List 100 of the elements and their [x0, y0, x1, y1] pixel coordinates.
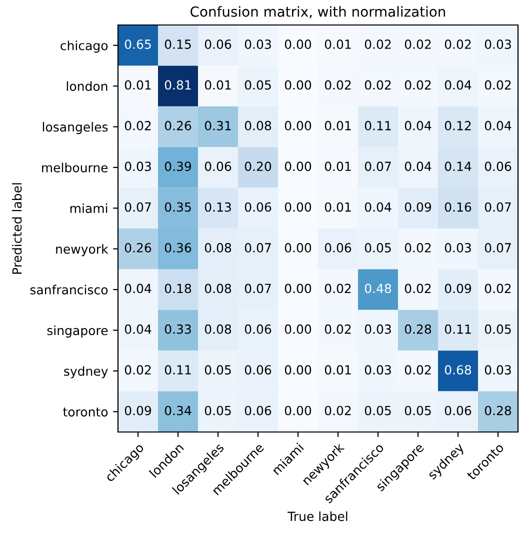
data-label: 0.05 — [404, 406, 431, 416]
data-label: 0.00 — [284, 243, 312, 252]
data-label: 0.01 — [324, 120, 351, 130]
data-label: 0.11 — [364, 120, 391, 130]
data-label: 0.05 — [204, 406, 231, 416]
data-label: 0.35 — [164, 202, 191, 212]
data-label: 0.00 — [284, 202, 312, 212]
data-label: 0.00 — [284, 162, 312, 172]
data-label: 0.08 — [204, 324, 232, 334]
data-label: 0.06 — [244, 324, 272, 334]
data-label: 0.01 — [324, 202, 351, 212]
data-label: 0.07 — [124, 202, 151, 212]
data-label: 0.04 — [124, 324, 152, 334]
data-label: 0.06 — [244, 365, 272, 375]
data-label: 0.03 — [364, 365, 391, 375]
chart-title: Confusion matrix, with normalization — [190, 6, 446, 18]
data-label: 0.02 — [324, 284, 351, 294]
data-label: 0.08 — [204, 284, 232, 294]
data-label: 0.81 — [164, 80, 191, 90]
data-label: 0.00 — [284, 40, 312, 49]
data-label: 0.04 — [444, 80, 472, 90]
y-axis-title: Predicted label — [12, 183, 22, 274]
data-label: 0.34 — [164, 406, 192, 416]
x-axis-title: True label — [288, 511, 348, 522]
data-label: 0.33 — [164, 324, 191, 334]
data-label: 0.36 — [164, 243, 192, 252]
data-label: 0.04 — [484, 120, 512, 130]
data-label: 0.03 — [484, 40, 511, 49]
data-label: 0.08 — [204, 243, 232, 252]
data-label: 0.07 — [484, 243, 511, 252]
data-label: 0.02 — [364, 80, 391, 90]
data-label: 0.06 — [444, 406, 472, 416]
data-label: 0.02 — [404, 243, 431, 252]
data-label: 0.06 — [204, 40, 232, 49]
data-label: 0.02 — [324, 80, 351, 90]
y-tick-label: singapore — [47, 326, 108, 338]
data-label: 0.09 — [444, 284, 472, 294]
y-tick-label: london — [66, 81, 108, 91]
data-label: 0.02 — [364, 40, 391, 49]
y-tick-label: losangeles — [42, 122, 108, 134]
data-label: 0.02 — [404, 284, 431, 294]
data-label: 0.00 — [284, 284, 312, 294]
y-tick-label: sanfrancisco — [30, 284, 108, 294]
data-label: 0.06 — [484, 162, 512, 172]
data-label: 0.02 — [484, 284, 511, 294]
y-tick-label: melbourne — [42, 162, 108, 172]
data-label: 0.03 — [484, 365, 511, 375]
data-label: 0.02 — [324, 324, 351, 334]
data-label: 0.02 — [444, 40, 471, 49]
data-label: 0.00 — [284, 406, 312, 416]
data-label: 0.00 — [284, 80, 312, 90]
data-label: 0.20 — [244, 162, 272, 172]
data-label: 0.05 — [204, 365, 231, 375]
data-label: 0.28 — [404, 324, 432, 334]
data-label: 0.07 — [244, 284, 271, 294]
data-label: 0.08 — [244, 120, 272, 130]
data-label: 0.26 — [124, 243, 152, 252]
data-label: 0.00 — [284, 324, 312, 334]
data-label: 0.03 — [364, 324, 391, 334]
data-label: 0.11 — [164, 365, 191, 375]
data-label: 0.15 — [164, 40, 191, 49]
data-label: 0.03 — [444, 243, 471, 252]
data-label: 0.16 — [444, 202, 472, 212]
data-label: 0.65 — [124, 40, 151, 49]
y-tick-label: newyork — [56, 244, 108, 256]
data-label: 0.05 — [244, 80, 271, 90]
data-label: 0.01 — [324, 162, 351, 172]
data-label: 0.04 — [364, 202, 392, 212]
data-label: 0.11 — [444, 324, 471, 334]
data-label: 0.02 — [404, 80, 431, 90]
data-label: 0.28 — [484, 406, 512, 416]
data-label: 0.02 — [324, 406, 351, 416]
y-tick-label: toronto — [63, 408, 108, 417]
data-label: 0.00 — [284, 365, 312, 375]
data-label: 0.03 — [244, 40, 271, 49]
data-label: 0.06 — [244, 202, 272, 212]
data-label: 0.01 — [324, 40, 351, 49]
data-label: 0.03 — [124, 162, 151, 172]
data-label: 0.05 — [364, 406, 391, 416]
data-label: 0.04 — [404, 162, 432, 172]
data-label: 0.09 — [124, 406, 152, 416]
data-label: 0.06 — [244, 406, 272, 416]
data-label: 0.18 — [164, 284, 192, 294]
data-label: 0.01 — [124, 80, 151, 90]
y-tick-label: miami — [70, 203, 108, 214]
data-label: 0.04 — [124, 284, 152, 294]
data-label: 0.06 — [324, 243, 352, 252]
data-label: 0.48 — [364, 284, 392, 294]
data-label: 0.07 — [364, 162, 391, 172]
data-label: 0.02 — [404, 365, 431, 375]
data-label: 0.09 — [404, 202, 432, 212]
data-label: 0.02 — [124, 365, 151, 375]
data-label: 0.04 — [404, 120, 432, 130]
data-label: 0.68 — [444, 365, 472, 375]
data-label: 0.02 — [404, 40, 431, 49]
y-tick-label: chicago — [60, 40, 108, 53]
data-label: 0.26 — [164, 120, 192, 130]
data-label: 0.31 — [204, 120, 231, 130]
data-label: 0.13 — [204, 202, 231, 212]
data-label: 0.06 — [204, 162, 232, 172]
